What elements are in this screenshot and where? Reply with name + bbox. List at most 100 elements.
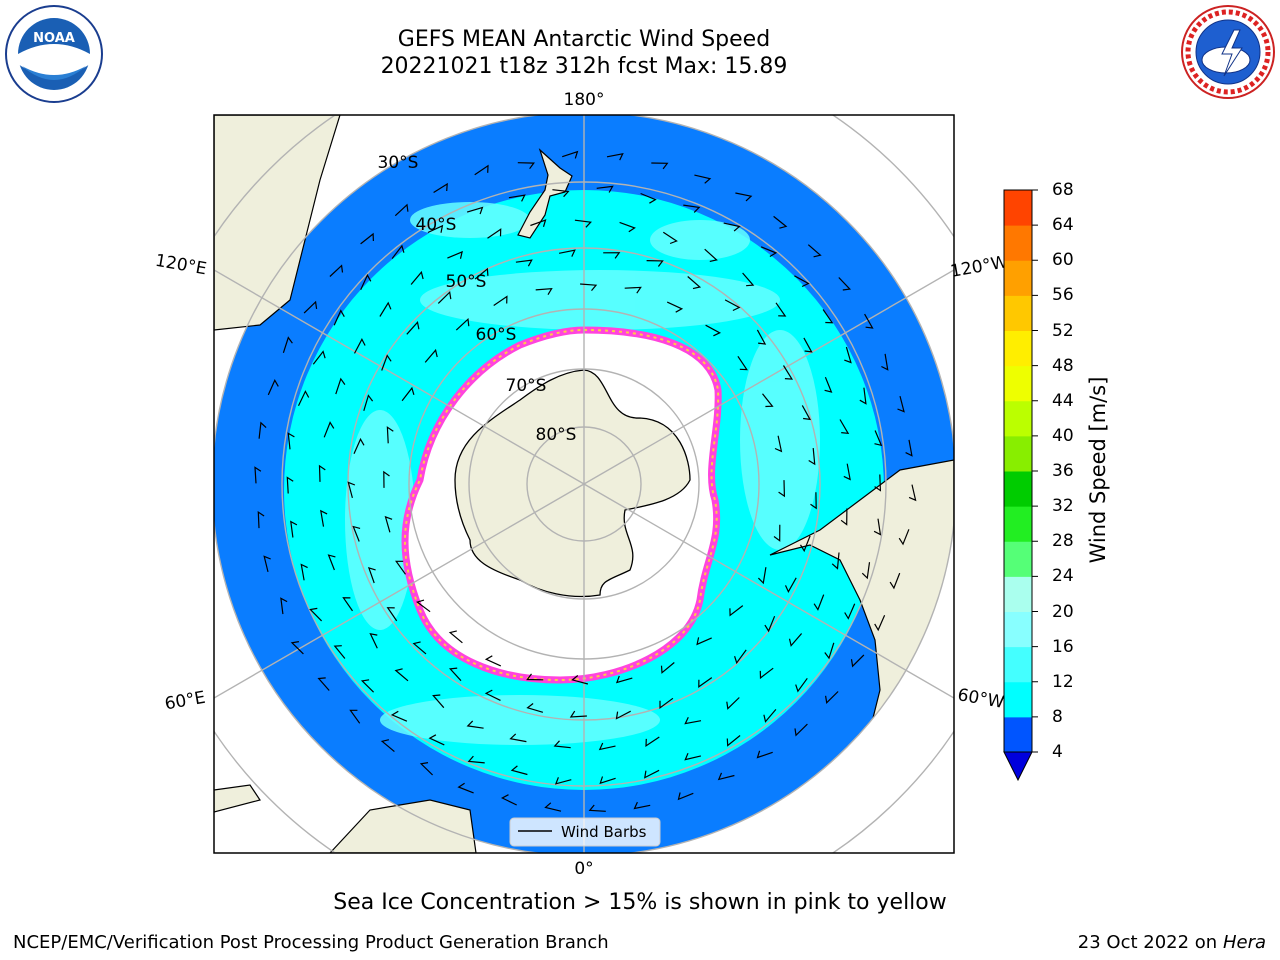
colorbar-tick-label: 40: [1052, 425, 1074, 446]
wind-barb: [562, 150, 579, 159]
colorbar-segment: [1004, 400, 1032, 437]
colorbar-tick-label: 20: [1052, 601, 1074, 622]
wind-barb: [571, 675, 589, 685]
colorbar-tick-label: 4: [1052, 742, 1063, 762]
footer-credit: NCEP/EMC/Verification Post Processing Pr…: [13, 932, 609, 953]
wind-barb: [694, 174, 712, 184]
lon-label-upper-left: 120°E: [154, 251, 208, 280]
colorbar-tick-label: 32: [1052, 496, 1074, 517]
graticule: [214, 115, 954, 853]
wind-barb: [254, 466, 262, 484]
wind-barb: [320, 509, 328, 527]
wind-barb: [773, 215, 788, 229]
wind-barb: [383, 470, 390, 488]
wind-barb: [347, 481, 356, 499]
wind-barb: [687, 276, 702, 290]
colorbar-segment: [1004, 576, 1032, 612]
wind-barb: [544, 802, 562, 812]
wind-barb: [726, 697, 740, 710]
wind-barb: [735, 192, 753, 202]
colorbar-tick-label: 24: [1052, 566, 1074, 587]
wind-barb: [300, 563, 308, 581]
footer-date: 23 Oct 2022 on Hera: [1078, 932, 1266, 953]
wind-barb: [774, 435, 783, 453]
wind-barb: [360, 273, 372, 290]
lon-label-top: 180°: [564, 90, 605, 110]
colorbar-segment: [1004, 611, 1032, 648]
colorbar-tick-label: 56: [1052, 285, 1074, 306]
land-africa: [329, 799, 477, 853]
colorbar-tick-label: 60: [1052, 250, 1074, 271]
wind-barb: [646, 260, 664, 267]
wind-barb: [813, 594, 825, 611]
wind-barb: [391, 244, 405, 259]
wind-barb: [824, 642, 835, 660]
wind-barb: [808, 448, 816, 466]
colorbar-tick-label: 68: [1052, 180, 1074, 200]
wind-barb: [651, 162, 669, 170]
wind-barb: [778, 480, 786, 498]
wind-barb: [696, 637, 712, 646]
wind-barb: [530, 219, 547, 227]
chart-title: GEFS MEAN Antarctic Wind Speed: [397, 27, 771, 52]
wind-barb: [760, 246, 778, 258]
wind-barb: [466, 720, 484, 729]
wind-barb: [775, 302, 787, 317]
wind-barb: [801, 405, 812, 421]
wind-barbs: [254, 150, 917, 812]
wind-barb: [500, 794, 517, 806]
wind-barb: [723, 222, 741, 232]
wind-barb: [297, 390, 310, 407]
wind-barb: [394, 203, 409, 217]
wind-barb: [898, 529, 910, 546]
colorbar-segment: [1004, 646, 1032, 683]
legend-label: Wind Barbs: [561, 823, 647, 841]
wind-barb: [380, 739, 395, 753]
wind-barb: [287, 432, 295, 450]
wind-barb: [323, 421, 335, 438]
wind-barb: [843, 463, 851, 481]
wind-barb: [360, 232, 374, 245]
map-frame: [213, 114, 955, 854]
wind-barb: [677, 792, 694, 801]
wind-barb: [645, 736, 660, 748]
wind-barb: [433, 182, 448, 194]
wind-barb: [474, 267, 489, 280]
wind-barb: [606, 152, 624, 161]
wind-barb: [784, 577, 797, 594]
wind-barb: [467, 755, 485, 764]
wind-barb: [474, 164, 489, 176]
wind-barb: [448, 667, 462, 682]
wind-barb: [267, 378, 279, 396]
colorbar-segment: [1004, 260, 1032, 296]
wind-barb: [580, 283, 598, 291]
wind-barb: [526, 703, 544, 713]
wind-barb: [794, 723, 808, 737]
wind-barb: [598, 742, 616, 751]
wind-barb: [729, 605, 744, 617]
wind-barb: [844, 603, 856, 620]
wind-barb: [633, 801, 651, 810]
wind-barb: [737, 355, 748, 371]
wind-barb: [342, 597, 353, 612]
wind-barb: [329, 264, 344, 277]
wind-barb: [427, 224, 444, 234]
wind-barb: [487, 228, 502, 239]
wind-barb: [386, 426, 394, 444]
wind-barb: [822, 309, 834, 324]
wind-barb: [484, 655, 502, 667]
wind-barb: [415, 599, 431, 613]
colorbar-segment: [1004, 190, 1032, 226]
wind-barb: [493, 295, 508, 306]
lat-label-50s: 50°S: [446, 272, 487, 292]
wind-barb: [803, 337, 813, 353]
wind-barb: [666, 301, 684, 313]
colorbar-segment: [1004, 225, 1032, 261]
colorbar-segment: [1004, 435, 1032, 472]
wind-barb: [810, 492, 817, 510]
wind-barb: [839, 419, 850, 435]
wind-barb: [763, 709, 777, 723]
wind-barb: [782, 365, 794, 380]
wind-barb: [447, 250, 463, 259]
